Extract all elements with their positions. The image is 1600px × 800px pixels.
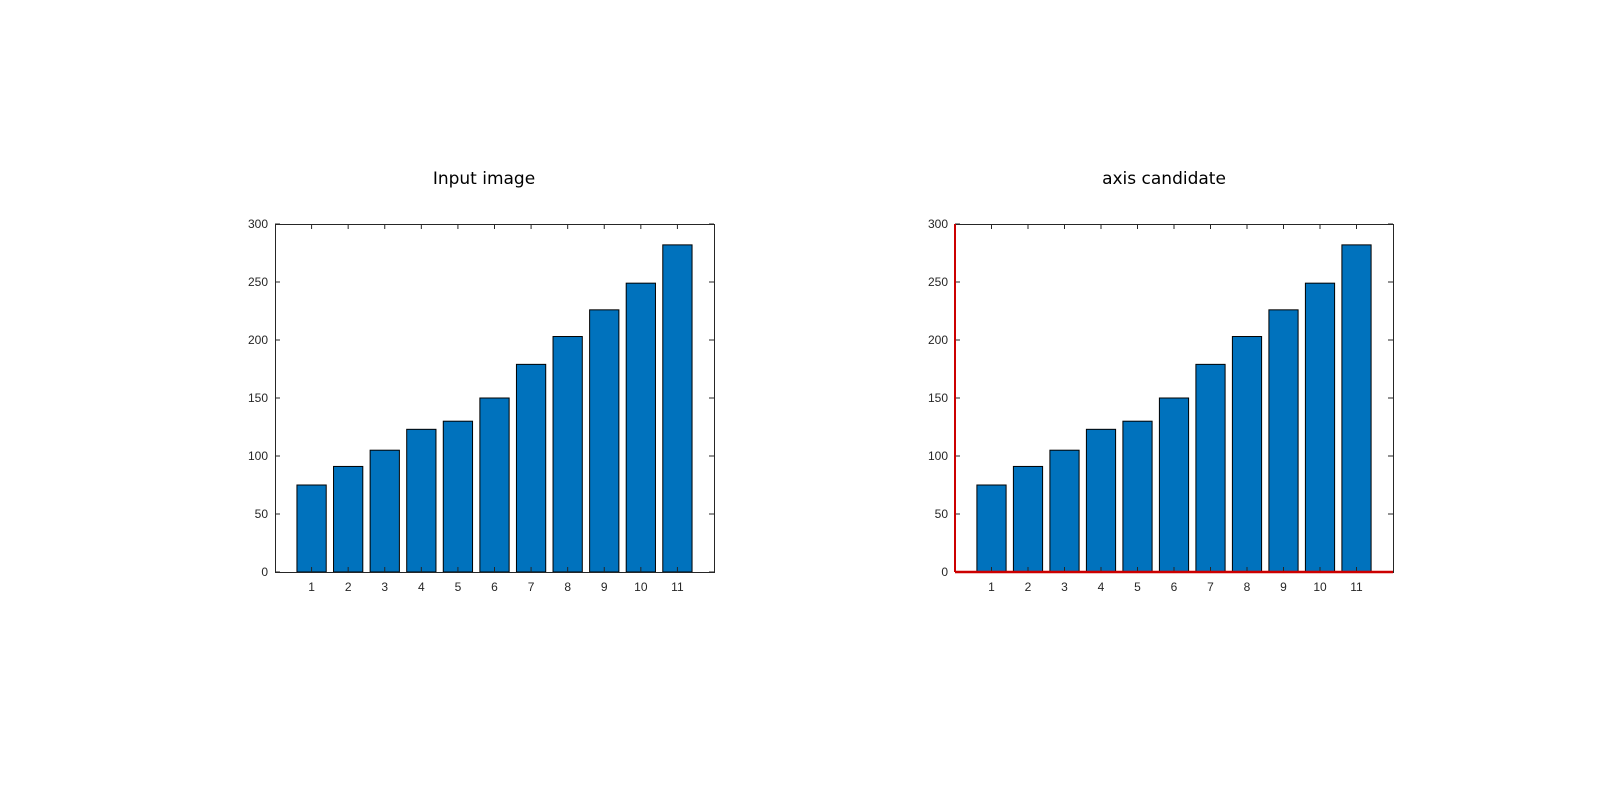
bar-7 xyxy=(1195,363,1226,573)
chart-axis-candidate: axis candidate 1 2 3 4 5 6 7 8 9 10 11 0 50 100 150 200… xyxy=(928,169,1394,594)
x-tick-label: 2 xyxy=(1025,580,1032,594)
chart-input-image: Input image 1 2 3 4 5 6 7 8 9 10 11 0 50 100 150 200 250… xyxy=(248,169,715,594)
bar-5 xyxy=(442,420,474,573)
y-tick-label: 50 xyxy=(255,507,269,521)
bar-9 xyxy=(1268,309,1299,573)
bar-11 xyxy=(662,244,693,573)
bar-3 xyxy=(369,449,400,573)
y-tick-label: 100 xyxy=(248,449,268,463)
bar-2 xyxy=(1012,465,1044,573)
bar-9 xyxy=(589,309,620,573)
bar-2 xyxy=(333,465,364,573)
x-tick-label: 6 xyxy=(1171,580,1178,594)
y-tick-label: 0 xyxy=(261,565,268,579)
x-tick-label: 11 xyxy=(1350,580,1363,594)
y-tick-label: 300 xyxy=(248,217,268,231)
x-tick-label: 5 xyxy=(1134,580,1141,594)
x-tick-label: 3 xyxy=(381,580,388,594)
bar-8 xyxy=(552,336,583,573)
bar-1 xyxy=(976,484,1007,573)
chart-title: Input image xyxy=(433,169,535,189)
x-tick-label: 7 xyxy=(528,580,535,594)
bar-5 xyxy=(1122,420,1153,573)
x-tick-label: 1 xyxy=(988,580,995,594)
bar-10 xyxy=(625,282,656,573)
x-tick-label: 10 xyxy=(1313,580,1327,594)
y-tick-label: 150 xyxy=(928,391,948,405)
bar-3 xyxy=(1049,449,1080,573)
bar-11 xyxy=(1341,244,1372,573)
x-tick-label: 4 xyxy=(1098,580,1105,594)
bar-8 xyxy=(1231,336,1263,573)
x-tick-label: 11 xyxy=(671,580,684,594)
bar-6 xyxy=(1158,397,1190,573)
y-tick-label: 300 xyxy=(928,217,948,231)
x-tick-label: 10 xyxy=(634,580,648,594)
bar-6 xyxy=(479,397,510,573)
x-tick-label: 7 xyxy=(1207,580,1214,594)
x-tick-label: 4 xyxy=(418,580,425,594)
chart-title: axis candidate xyxy=(1102,169,1226,189)
y-tick-label: 250 xyxy=(248,275,268,289)
x-tick-label: 9 xyxy=(1280,580,1287,594)
x-tick-label: 5 xyxy=(455,580,462,594)
x-tick-label: 8 xyxy=(1244,580,1251,594)
y-tick-label: 0 xyxy=(941,565,948,579)
x-tick-label: 2 xyxy=(345,580,352,594)
x-tick-label: 6 xyxy=(491,580,498,594)
bar-4 xyxy=(406,428,437,573)
y-tick-label: 50 xyxy=(935,507,949,521)
bar-4 xyxy=(1085,428,1117,573)
y-tick-label: 250 xyxy=(928,275,948,289)
bar-10 xyxy=(1304,282,1336,573)
x-tick-label: 9 xyxy=(601,580,608,594)
y-tick-label: 100 xyxy=(928,449,948,463)
y-tick-label: 150 xyxy=(248,391,268,405)
x-tick-label: 3 xyxy=(1061,580,1068,594)
bar-7 xyxy=(515,363,547,573)
x-tick-label: 8 xyxy=(564,580,571,594)
x-tick-label: 1 xyxy=(308,580,315,594)
bar-1 xyxy=(296,484,327,573)
y-tick-label: 200 xyxy=(928,333,948,347)
y-tick-label: 200 xyxy=(248,333,268,347)
